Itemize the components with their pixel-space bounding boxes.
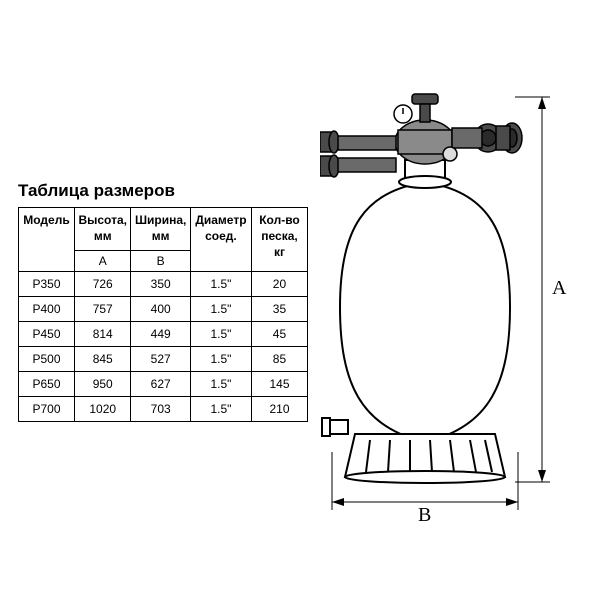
table-cell: P650 bbox=[19, 371, 75, 396]
col-width: Ширина,мм bbox=[131, 208, 190, 250]
table-cell: 35 bbox=[251, 296, 307, 321]
dim-label-A: A bbox=[552, 277, 566, 300]
sub-B: B bbox=[131, 250, 190, 271]
table-row: P4508144491.5"45 bbox=[19, 321, 308, 346]
page-container: Таблица размеров Модель Высота,мм Ширина… bbox=[0, 0, 603, 603]
table-cell: 85 bbox=[251, 346, 307, 371]
table-cell: 145 bbox=[251, 371, 307, 396]
table-cell: 400 bbox=[131, 296, 190, 321]
table-cell: 627 bbox=[131, 371, 190, 396]
table-row: P4007574001.5"35 bbox=[19, 296, 308, 321]
table-cell: 350 bbox=[131, 271, 190, 296]
filter-drawing: A B bbox=[320, 82, 570, 522]
table-body: P3507263501.5"20P4007574001.5"35P4508144… bbox=[19, 271, 308, 421]
col-height: Высота,мм bbox=[74, 208, 131, 250]
table-cell: 1.5" bbox=[190, 296, 251, 321]
table-cell: 210 bbox=[251, 396, 307, 421]
table-cell: 1.5" bbox=[190, 271, 251, 296]
table-cell: P450 bbox=[19, 321, 75, 346]
table-cell: 950 bbox=[74, 371, 131, 396]
table-head: Модель Высота,мм Ширина,мм Диаметрсоед. … bbox=[19, 208, 308, 271]
table-cell: P500 bbox=[19, 346, 75, 371]
table-section: Таблица размеров Модель Высота,мм Ширина… bbox=[10, 181, 310, 421]
table-cell: 1.5" bbox=[190, 321, 251, 346]
table-row: P6509506271.5"145 bbox=[19, 371, 308, 396]
table-cell: P700 bbox=[19, 396, 75, 421]
diagram-section: A B bbox=[310, 62, 593, 542]
table-row: P70010207031.5"210 bbox=[19, 396, 308, 421]
sub-A: A bbox=[74, 250, 131, 271]
table-cell: 1.5" bbox=[190, 346, 251, 371]
table-cell: 845 bbox=[74, 346, 131, 371]
dim-label-B: B bbox=[418, 504, 431, 527]
table-cell: 449 bbox=[131, 321, 190, 346]
col-model: Модель bbox=[19, 208, 75, 271]
col-diameter: Диаметрсоед. bbox=[190, 208, 251, 271]
table-cell: 703 bbox=[131, 396, 190, 421]
table-cell: 20 bbox=[251, 271, 307, 296]
table-cell: 527 bbox=[131, 346, 190, 371]
table-cell: 814 bbox=[74, 321, 131, 346]
table-cell: 1.5" bbox=[190, 396, 251, 421]
table-cell: 757 bbox=[74, 296, 131, 321]
table-title: Таблица размеров bbox=[18, 181, 310, 201]
table-cell: 726 bbox=[74, 271, 131, 296]
table-row: P3507263501.5"20 bbox=[19, 271, 308, 296]
col-sand: Кол-вопеска,кг bbox=[251, 208, 307, 271]
table-row: P5008455271.5"85 bbox=[19, 346, 308, 371]
filter-svg bbox=[320, 82, 570, 522]
table-cell: 45 bbox=[251, 321, 307, 346]
header-row: Модель Высота,мм Ширина,мм Диаметрсоед. … bbox=[19, 208, 308, 250]
dimensions-table: Модель Высота,мм Ширина,мм Диаметрсоед. … bbox=[18, 207, 308, 421]
table-cell: P400 bbox=[19, 296, 75, 321]
table-cell: 1.5" bbox=[190, 371, 251, 396]
table-cell: P350 bbox=[19, 271, 75, 296]
table-cell: 1020 bbox=[74, 396, 131, 421]
